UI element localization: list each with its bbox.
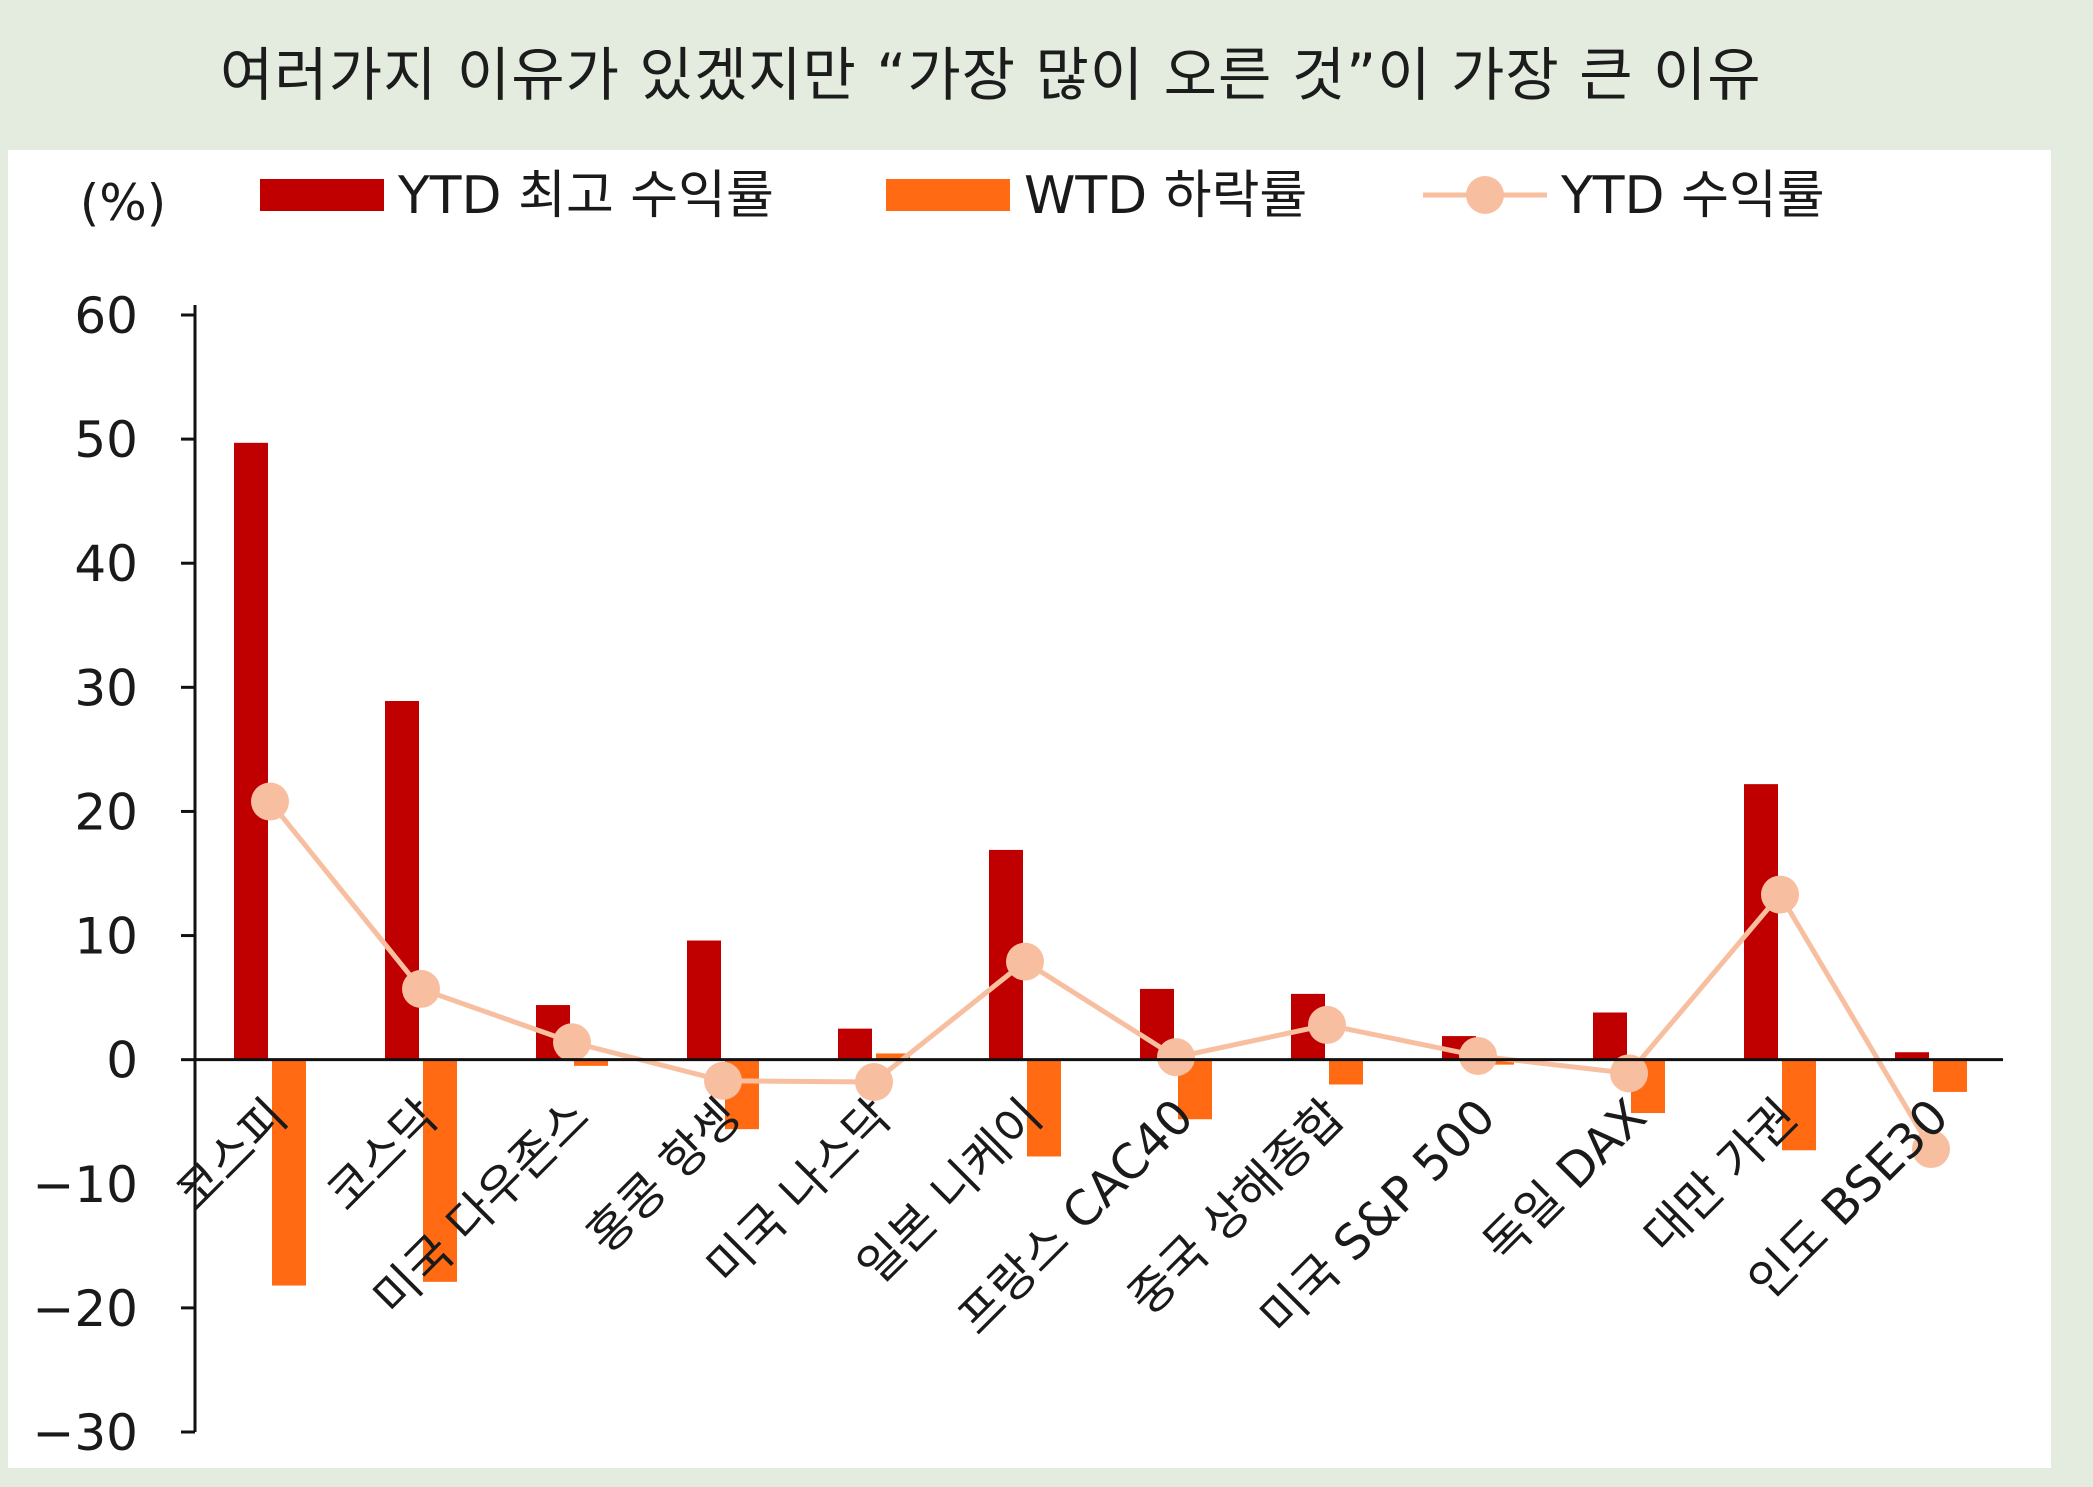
bar-ytd-high-11 — [1895, 1052, 1929, 1060]
y-tick-label: −30 — [32, 1404, 138, 1462]
point-ytd-return-6 — [1157, 1038, 1195, 1077]
point-ytd-return-10 — [1761, 875, 1799, 914]
point-ytd-return-5 — [1006, 942, 1044, 981]
bar-wtd-drop-8 — [1480, 1059, 1514, 1065]
y-tick-label: 0 — [106, 1032, 138, 1090]
y-tick-label: 20 — [74, 783, 138, 841]
bar-wtd-drop-5 — [1027, 1059, 1061, 1157]
legend-wtd-drop-swatch — [886, 179, 1010, 211]
y-tick-label: 40 — [74, 535, 138, 593]
y-unit-label: (%) — [80, 174, 167, 232]
legend-ytd-return-swatch-marker — [1466, 176, 1504, 214]
point-ytd-return-3 — [704, 1061, 742, 1100]
bar-wtd-drop-11 — [1933, 1059, 1967, 1092]
x-tick-label: 독일 DAX — [1473, 1089, 1658, 1274]
y-tick-label: −10 — [32, 1156, 138, 1214]
y-tick-label: 60 — [74, 287, 138, 345]
bar-ytd-high-0 — [234, 442, 268, 1060]
bar-wtd-drop-7 — [1329, 1059, 1363, 1085]
y-tick-label: 30 — [74, 659, 138, 717]
point-ytd-return-11 — [1912, 1130, 1950, 1169]
bar-wtd-drop-1 — [423, 1059, 457, 1282]
legend-ytd-high-label: YTD 최고 수익률 — [397, 166, 774, 226]
bar-ytd-high-9 — [1593, 1012, 1627, 1060]
y-tick-label: 50 — [74, 411, 138, 469]
bar-ytd-high-10 — [1744, 784, 1778, 1060]
y-tick-label: −20 — [32, 1280, 138, 1338]
bar-wtd-drop-2 — [574, 1059, 608, 1066]
point-ytd-return-4 — [855, 1063, 893, 1102]
bar-wtd-drop-4 — [876, 1053, 910, 1060]
line-ytd-return — [268, 799, 1934, 1151]
point-ytd-return-9 — [1610, 1054, 1648, 1093]
point-ytd-return-8 — [1459, 1036, 1497, 1075]
slide-title: 여러가지 이유가 있겠지만 “가장 많이 오른 것”이 가장 큰 이유 — [220, 41, 1762, 109]
bar-wtd-drop-0 — [272, 1059, 306, 1286]
point-ytd-return-1 — [402, 969, 440, 1008]
point-ytd-return-0 — [251, 782, 289, 821]
legend-ytd-return-label: YTD 수익률 — [1560, 166, 1825, 226]
y-tick-label: 10 — [74, 908, 138, 966]
point-ytd-return-2 — [553, 1023, 591, 1062]
bar-ytd-high-4 — [838, 1028, 872, 1060]
bar-ytd-high-3 — [687, 940, 721, 1060]
point-ytd-return-7 — [1308, 1005, 1346, 1044]
legend-wtd-drop-label: WTD 하락률 — [1024, 166, 1307, 226]
legend-ytd-high-swatch — [260, 179, 384, 211]
chart-panel: 60 50 40 30 20 10 0 −10 −20 −30 (%) 코스피 코스닥 미국 다우존스 홍콩… — [8, 150, 2051, 1468]
bar-wtd-drop-10 — [1782, 1059, 1816, 1151]
